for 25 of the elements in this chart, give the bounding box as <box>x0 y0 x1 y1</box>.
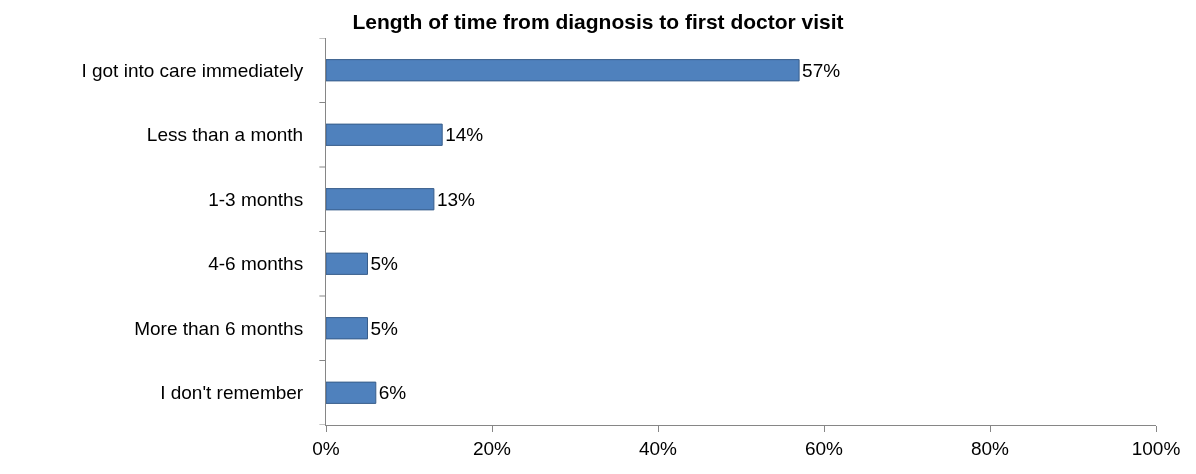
chart-title: Length of time from diagnosis to first doctor visit <box>352 9 844 33</box>
bar <box>326 381 377 404</box>
bar <box>326 188 435 211</box>
x-tick-label: 100% <box>1131 437 1181 459</box>
data-label: 5% <box>370 317 399 339</box>
y-tick-label: More than 6 months <box>134 317 304 339</box>
y-tick-label: 1-3 months <box>208 188 304 210</box>
x-tick-label: 0% <box>312 437 340 459</box>
x-tick-label: 20% <box>472 437 512 459</box>
data-label: 14% <box>445 124 484 146</box>
x-tick-label: 80% <box>970 437 1010 459</box>
y-tick-label: I don't remember <box>160 382 304 404</box>
data-label: 5% <box>370 253 399 275</box>
data-label: 6% <box>378 382 407 404</box>
bar <box>326 59 800 82</box>
bar <box>326 252 368 275</box>
bar <box>326 317 368 340</box>
data-label: 57% <box>802 59 841 81</box>
x-tick-label: 40% <box>638 437 678 459</box>
y-tick-label: I got into care immediately <box>81 59 304 81</box>
bar <box>326 123 443 146</box>
x-tick-label: 60% <box>804 437 844 459</box>
y-tick-label: Less than a month <box>146 124 304 146</box>
data-label: 13% <box>436 188 476 210</box>
y-tick-label: 4-6 months <box>208 253 304 275</box>
